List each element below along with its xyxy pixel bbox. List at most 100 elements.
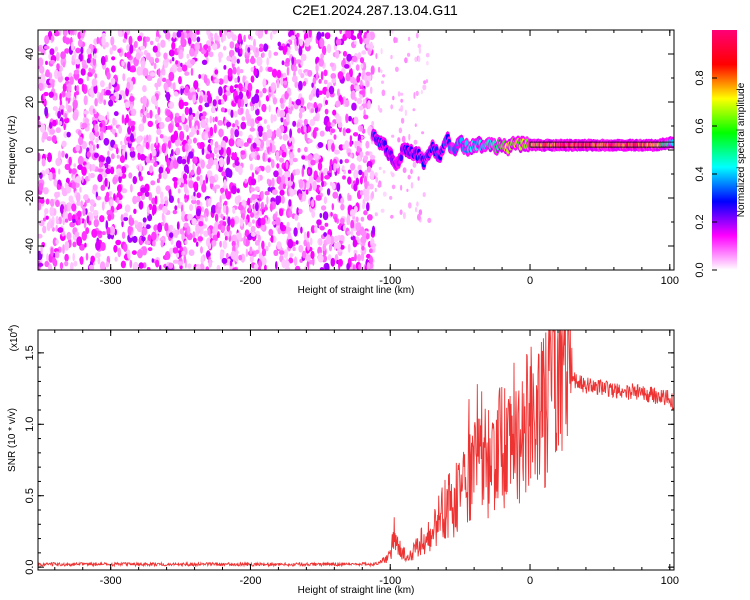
heatmap-cell — [205, 153, 211, 160]
heatmap-cell — [41, 99, 47, 105]
heatmap-cell — [247, 117, 251, 125]
heatmap-cell — [138, 123, 145, 132]
heatmap-cell — [158, 173, 162, 180]
heatmap-cell — [227, 155, 231, 165]
heatmap-cell — [296, 38, 299, 46]
heatmap-cell — [529, 141, 674, 148]
heatmap-cell — [349, 69, 352, 76]
heatmap-cell — [64, 241, 70, 251]
heatmap-cell — [257, 266, 261, 270]
heatmap-cell — [105, 220, 109, 230]
heatmap-cell — [95, 240, 101, 251]
heatmap-cell — [81, 231, 88, 241]
heatmap-cell — [325, 99, 328, 105]
heatmap-cell — [132, 235, 138, 244]
heatmap-cell — [232, 207, 236, 214]
heatmap-cell — [346, 263, 350, 270]
heatmap-cell — [219, 240, 222, 248]
heatmap-cell — [339, 159, 343, 165]
heatmap-cell — [315, 71, 319, 80]
heatmap-cell — [130, 67, 136, 73]
heatmap-cell — [163, 52, 168, 60]
heatmap-cell — [294, 265, 301, 270]
heatmap-cell — [277, 41, 282, 47]
heatmap-cell — [111, 65, 116, 73]
heatmap-cell — [200, 119, 207, 129]
heatmap-cell — [212, 99, 217, 107]
heatmap-cell — [377, 104, 380, 111]
heatmap-cell — [151, 149, 157, 157]
heatmap-cell — [423, 80, 427, 85]
heatmap-cell — [229, 41, 235, 49]
heatmap-cell — [252, 142, 257, 149]
heatmap-cell — [38, 82, 44, 90]
heatmap-cell — [297, 222, 301, 231]
heatmap-cell — [254, 186, 260, 192]
heatmap-cell — [72, 218, 76, 223]
heatmap-cell — [201, 146, 205, 156]
heatmap-cell — [264, 264, 267, 270]
heatmap-cell — [276, 69, 282, 79]
heatmap-cell — [319, 225, 325, 231]
heatmap-cell — [214, 116, 218, 123]
heatmap-cell — [200, 246, 203, 254]
heatmap-cell — [366, 262, 370, 270]
heatmap-cell — [307, 169, 311, 175]
heatmap-cell — [406, 188, 409, 192]
heatmap-cell — [190, 67, 194, 76]
heatmap-cell — [56, 51, 60, 62]
heatmap-cell — [365, 151, 370, 156]
heatmap-cell — [88, 140, 94, 147]
heatmap-cell — [100, 130, 104, 141]
heatmap-cell — [99, 261, 106, 270]
heatmap-cell — [50, 59, 56, 65]
heatmap-cell — [128, 172, 133, 179]
heatmap-cell — [146, 267, 151, 270]
heatmap-cell — [250, 105, 254, 112]
heatmap-cell — [311, 210, 316, 218]
heatmap-cell — [270, 82, 277, 92]
heatmap-cell — [177, 197, 180, 204]
heatmap-cell — [195, 263, 201, 270]
heatmap-cell — [207, 45, 211, 53]
heatmap-cell — [346, 53, 352, 62]
heatmap-y-tick-label: -40 — [24, 238, 36, 254]
heatmap-cell — [138, 262, 144, 269]
heatmap-cell — [56, 219, 60, 225]
heatmap-cell — [275, 195, 281, 206]
heatmap-cell — [145, 141, 150, 150]
heatmap-cell — [188, 249, 195, 256]
heatmap-cell — [330, 257, 336, 267]
heatmap-cell — [179, 131, 185, 141]
heatmap-cell — [271, 177, 275, 188]
snr-x-tick-label: -300 — [100, 575, 122, 587]
heatmap-cell — [422, 84, 427, 91]
heatmap-cell — [47, 152, 52, 163]
heatmap-cell — [75, 144, 80, 152]
heatmap-cell — [342, 225, 347, 231]
heatmap-cell — [251, 172, 255, 180]
heatmap-cell — [342, 127, 346, 137]
heatmap-cell — [212, 116, 215, 123]
heatmap-cell — [162, 70, 166, 76]
heatmap-cell — [44, 106, 48, 117]
heatmap-cell — [247, 82, 253, 92]
heatmap-cell — [59, 93, 62, 102]
heatmap-cell — [234, 129, 240, 138]
heatmap-cell — [157, 106, 161, 116]
heatmap-cell — [427, 217, 432, 223]
heatmap-cell — [209, 175, 216, 184]
heatmap-cell — [150, 40, 154, 46]
heatmap-cell — [249, 127, 255, 132]
heatmap-cell — [308, 259, 313, 265]
heatmap-cell — [310, 159, 316, 166]
heatmap-cell — [225, 205, 229, 216]
heatmap-cell — [285, 226, 292, 233]
heatmap-cell — [345, 30, 352, 39]
heatmap-cell — [64, 204, 68, 212]
heatmap-cell — [58, 65, 64, 72]
heatmap-cell — [259, 65, 263, 73]
heatmap-cell — [66, 231, 72, 241]
heatmap-cell — [75, 58, 81, 65]
heatmap-cell — [82, 208, 86, 217]
